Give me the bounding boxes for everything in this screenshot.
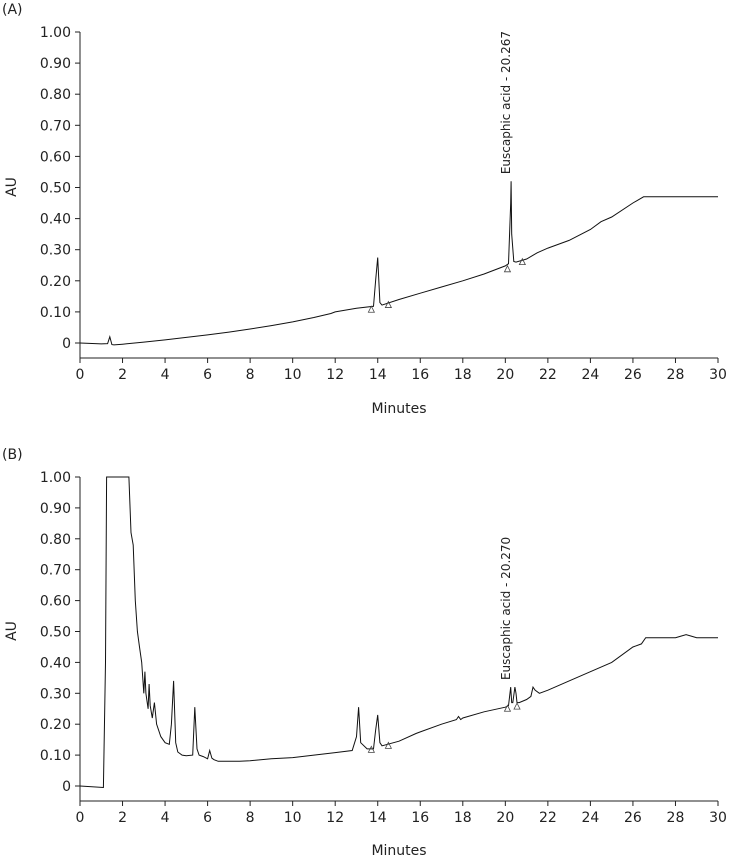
x-axis-title: Minutes bbox=[371, 401, 426, 417]
y-tick-label: 1.00 bbox=[40, 25, 71, 41]
y-tick-label: 0.20 bbox=[40, 274, 71, 290]
x-tick-label: 8 bbox=[246, 367, 255, 383]
x-tick-label: 12 bbox=[326, 810, 344, 826]
x-tick-label: 12 bbox=[326, 367, 344, 383]
x-tick-label: 10 bbox=[284, 810, 302, 826]
x-tick-label: 8 bbox=[246, 810, 255, 826]
x-tick-label: 30 bbox=[709, 367, 727, 383]
y-tick-label: 0.50 bbox=[40, 181, 71, 197]
panel-label: (A) bbox=[2, 2, 23, 18]
x-tick-label: 6 bbox=[203, 810, 212, 826]
baseline-marker bbox=[384, 300, 393, 308]
baseline-marker bbox=[503, 264, 512, 273]
baseline-marker bbox=[367, 745, 376, 753]
x-tick-label: 16 bbox=[411, 367, 429, 383]
x-tick-label: 2 bbox=[118, 367, 127, 383]
x-tick-label: 30 bbox=[709, 810, 727, 826]
y-tick-label: 1.00 bbox=[40, 470, 71, 486]
x-tick-label: 20 bbox=[496, 367, 514, 383]
y-axis-title: AU bbox=[4, 177, 20, 197]
baseline-marker bbox=[503, 704, 512, 712]
y-tick-label: 0.40 bbox=[40, 655, 71, 671]
baseline-marker bbox=[384, 741, 393, 749]
x-tick-label: 4 bbox=[161, 810, 170, 826]
y-tick-label: 0.20 bbox=[40, 717, 71, 733]
x-axis-title: Minutes bbox=[371, 843, 426, 857]
y-tick-label: 0.30 bbox=[40, 243, 71, 259]
x-tick-label: 0 bbox=[76, 367, 85, 383]
y-tick-label: 0.80 bbox=[40, 532, 71, 548]
y-tick-label: 0.60 bbox=[40, 149, 71, 165]
y-tick-label: 0.10 bbox=[40, 305, 71, 321]
x-tick-label: 2 bbox=[118, 810, 127, 826]
x-tick-label: 24 bbox=[581, 367, 599, 383]
peak-annotation: Euscaphic acid - 20.267 bbox=[499, 31, 513, 174]
baseline-marker bbox=[518, 257, 526, 266]
y-tick-label: 0 bbox=[62, 336, 71, 352]
x-tick-label: 10 bbox=[284, 367, 302, 383]
baseline-marker bbox=[367, 305, 376, 313]
y-axis-title: AU bbox=[4, 621, 20, 641]
y-tick-label: 0.70 bbox=[40, 118, 71, 134]
x-tick-label: 26 bbox=[624, 367, 642, 383]
chart-panel-1: (B) 0 0.10 0.20 0.30 0.40 0.50 0.60 0.70 0.80 0.90… bbox=[2, 447, 727, 857]
y-tick-label: 0.10 bbox=[40, 748, 71, 764]
y-tick-label: 0.80 bbox=[40, 87, 71, 103]
x-tick-label: 18 bbox=[454, 367, 472, 383]
x-tick-label: 22 bbox=[539, 810, 557, 826]
x-tick-label: 18 bbox=[454, 810, 472, 826]
peak-annotation: Euscaphic acid - 20.270 bbox=[499, 537, 513, 680]
x-tick-label: 4 bbox=[161, 367, 170, 383]
y-tick-label: 0.70 bbox=[40, 563, 71, 579]
x-tick-label: 24 bbox=[581, 810, 599, 826]
x-tick-label: 20 bbox=[496, 810, 514, 826]
x-tick-label: 26 bbox=[624, 810, 642, 826]
y-tick-label: 0.90 bbox=[40, 501, 71, 517]
chromatogram-trace bbox=[79, 181, 718, 346]
y-tick-label: 0.50 bbox=[40, 625, 71, 641]
x-tick-label: 22 bbox=[539, 367, 557, 383]
x-tick-label: 0 bbox=[76, 810, 85, 826]
y-tick-label: 0.40 bbox=[40, 212, 71, 228]
chromatogram-trace bbox=[79, 476, 718, 789]
y-tick-label: 0.90 bbox=[40, 56, 71, 72]
panel-label: (B) bbox=[2, 447, 23, 463]
x-tick-label: 14 bbox=[369, 810, 387, 826]
y-tick-label: 0.30 bbox=[40, 686, 71, 702]
y-tick-label: 0.60 bbox=[40, 594, 71, 610]
baseline-marker bbox=[513, 702, 521, 710]
x-tick-label: 14 bbox=[369, 367, 387, 383]
chart-panel-0: (A) 0 0.10 0.20 0.30 0.40 0.50 0.60 0.70 0.80 0.90… bbox=[2, 2, 727, 417]
x-tick-label: 16 bbox=[411, 810, 429, 826]
x-tick-label: 28 bbox=[667, 810, 685, 826]
y-tick-label: 0 bbox=[62, 779, 71, 795]
x-tick-label: 28 bbox=[667, 367, 685, 383]
x-tick-label: 6 bbox=[203, 367, 212, 383]
